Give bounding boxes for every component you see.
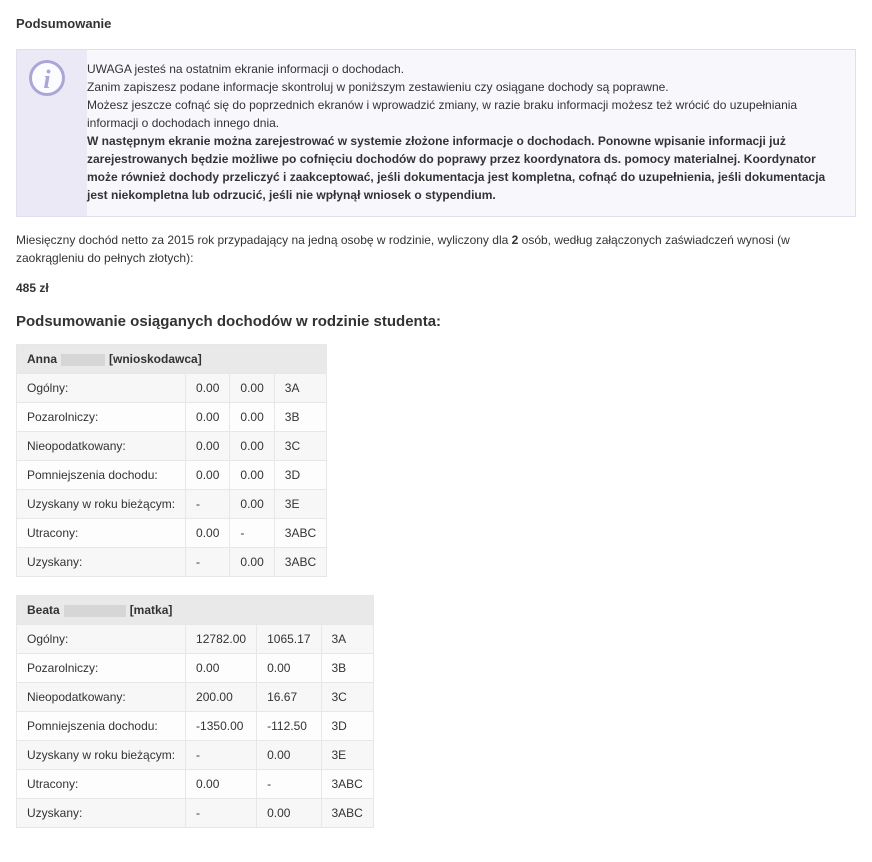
row-label: Ogólny:	[17, 625, 186, 654]
cell: -	[230, 519, 274, 548]
person-name: Beata	[27, 603, 60, 617]
income-summary-text: Miesięczny dochód netto za 2015 rok przy…	[16, 231, 856, 267]
income-table-anna: Anna[wnioskodawca] Ogólny:0.000.003A Poz…	[16, 344, 327, 577]
row-label: Uzyskany:	[17, 548, 186, 577]
info-icon-col: i	[29, 60, 87, 204]
cell: 1065.17	[257, 625, 321, 654]
cell: 0.00	[186, 519, 230, 548]
cell: 3D	[274, 461, 326, 490]
cell: 3ABC	[274, 519, 326, 548]
table-row: Uzyskany w roku bieżącym:-0.003E	[17, 490, 327, 519]
cell: 0.00	[230, 374, 274, 403]
row-label: Utracony:	[17, 519, 186, 548]
cell: 3ABC	[274, 548, 326, 577]
row-label: Ogólny:	[17, 374, 186, 403]
row-label: Utracony:	[17, 770, 186, 799]
row-label: Nieopodatkowany:	[17, 683, 186, 712]
cell: 3B	[274, 403, 326, 432]
info-icon: i	[29, 60, 65, 96]
redacted-block	[64, 605, 126, 617]
table-row: Uzyskany w roku bieżącym:-0.003E	[17, 741, 374, 770]
cell: -	[257, 770, 321, 799]
cell: -	[186, 490, 230, 519]
info-text: UWAGA jesteś na ostatnim ekranie informa…	[87, 60, 843, 204]
section-title: Podsumowanie osiąganych dochodów w rodzi…	[16, 313, 856, 330]
cell: 0.00	[257, 799, 321, 828]
table-row: Utracony:0.00-3ABC	[17, 519, 327, 548]
cell: 3D	[321, 712, 373, 741]
income-table-beata: Beata [matka] Ogólny:12782.001065.173A Po…	[16, 595, 374, 828]
table-row: Ogólny:0.000.003A	[17, 374, 327, 403]
cell: -	[186, 741, 257, 770]
income-amount: 485 zł	[16, 281, 856, 295]
row-label: Nieopodatkowany:	[17, 432, 186, 461]
row-label: Pomniejszenia dochodu:	[17, 712, 186, 741]
info-line-4: W następnym ekranie można zarejestrować …	[87, 132, 843, 204]
cell: 0.00	[230, 461, 274, 490]
cell: 0.00	[186, 403, 230, 432]
cell: 3ABC	[321, 770, 373, 799]
cell: 200.00	[186, 683, 257, 712]
cell: 0.00	[257, 741, 321, 770]
cell: 3B	[321, 654, 373, 683]
info-box: i UWAGA jesteś na ostatnim ekranie infor…	[16, 49, 856, 217]
cell: 0.00	[186, 654, 257, 683]
table-row: Utracony:0.00-3ABC	[17, 770, 374, 799]
row-label: Uzyskany w roku bieżącym:	[17, 490, 186, 519]
row-label: Uzyskany:	[17, 799, 186, 828]
table-header: Anna [wnioskodawca]	[17, 345, 327, 374]
cell: 3E	[274, 490, 326, 519]
cell: 0.00	[186, 432, 230, 461]
cell: 3C	[274, 432, 326, 461]
table-row: Pomniejszenia dochodu:-1350.00-112.503D	[17, 712, 374, 741]
table-row: Pomniejszenia dochodu:0.000.003D	[17, 461, 327, 490]
cell: 0.00	[230, 432, 274, 461]
cell: 12782.00	[186, 625, 257, 654]
row-label: Pomniejszenia dochodu:	[17, 461, 186, 490]
cell: 0.00	[230, 490, 274, 519]
row-label: Uzyskany w roku bieżącym:	[17, 741, 186, 770]
cell: -	[186, 799, 257, 828]
person-name: Anna	[27, 352, 57, 366]
table-header-row: Beata [matka]	[17, 596, 374, 625]
cell: 3A	[274, 374, 326, 403]
cell: -	[186, 548, 230, 577]
income-prefix: Miesięczny dochód netto za 2015 rok przy…	[16, 233, 512, 247]
table-row: Pozarolniczy:0.000.003B	[17, 654, 374, 683]
info-line-3: Możesz jeszcze cofnąć się do poprzednich…	[87, 96, 843, 132]
cell: 3A	[321, 625, 373, 654]
person-role: [wnioskodawca]	[109, 352, 202, 366]
table-row: Ogólny:12782.001065.173A	[17, 625, 374, 654]
person-role: [matka]	[130, 603, 173, 617]
table-header: Beata [matka]	[17, 596, 374, 625]
cell: 0.00	[257, 654, 321, 683]
cell: 3C	[321, 683, 373, 712]
table-row: Nieopodatkowany:200.0016.673C	[17, 683, 374, 712]
table-header-row: Anna [wnioskodawca]	[17, 345, 327, 374]
table-row: Nieopodatkowany:0.000.003C	[17, 432, 327, 461]
table-row: Uzyskany:-0.003ABC	[17, 548, 327, 577]
cell: -1350.00	[186, 712, 257, 741]
cell: 0.00	[186, 770, 257, 799]
table-row: Pozarolniczy:0.000.003B	[17, 403, 327, 432]
cell: 0.00	[230, 548, 274, 577]
row-label: Pozarolniczy:	[17, 403, 186, 432]
cell: 0.00	[186, 461, 230, 490]
cell: 3ABC	[321, 799, 373, 828]
row-label: Pozarolniczy:	[17, 654, 186, 683]
cell: 16.67	[257, 683, 321, 712]
redacted-block	[61, 354, 105, 366]
info-line-1: UWAGA jesteś na ostatnim ekranie informa…	[87, 60, 843, 78]
table-row: Uzyskany:-0.003ABC	[17, 799, 374, 828]
info-line-2: Zanim zapiszesz podane informacje skontr…	[87, 78, 843, 96]
cell: 3E	[321, 741, 373, 770]
cell: 0.00	[186, 374, 230, 403]
page-title: Podsumowanie	[16, 16, 856, 31]
cell: 0.00	[230, 403, 274, 432]
cell: -112.50	[257, 712, 321, 741]
